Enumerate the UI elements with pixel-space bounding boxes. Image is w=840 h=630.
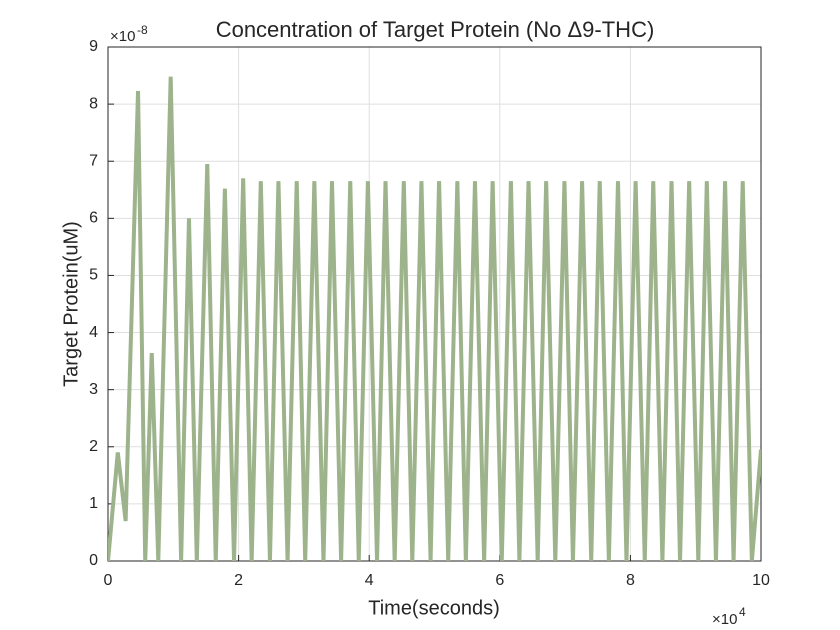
y-tick-label: 5 (89, 267, 98, 284)
y-tick-label: 0 (89, 552, 98, 569)
x-axis-label: Time(seconds) (368, 597, 500, 619)
y-tick-label: 3 (89, 381, 98, 398)
y-multiplier-exponent: -8 (137, 23, 148, 37)
x-multiplier-base: ×10 (712, 611, 737, 628)
y-tick-label: 4 (89, 324, 98, 341)
x-tick-label: 6 (495, 572, 504, 589)
y-tick-label: 8 (89, 95, 98, 112)
y-tick-label: 9 (89, 38, 98, 55)
y-tick-label: 6 (89, 210, 98, 227)
y-multiplier-base: ×10 (110, 28, 135, 45)
x-multiplier-exponent: 4 (739, 605, 746, 619)
data-line (108, 76, 761, 561)
y-axis-label: Target Protein(uM) (60, 221, 82, 387)
x-tick-label: 8 (626, 572, 635, 589)
plot-frame (107, 46, 762, 562)
y-tick-label: 7 (89, 152, 98, 169)
x-tick-label: 4 (365, 572, 374, 589)
chart-title: Concentration of Target Protein (No Δ9-T… (216, 17, 655, 42)
x-tick-label: 2 (234, 572, 243, 589)
x-tick-label: 10 (752, 572, 770, 589)
y-tick-label: 1 (89, 495, 98, 512)
x-tick-label: 0 (104, 572, 113, 589)
y-tick-label: 2 (89, 438, 98, 455)
